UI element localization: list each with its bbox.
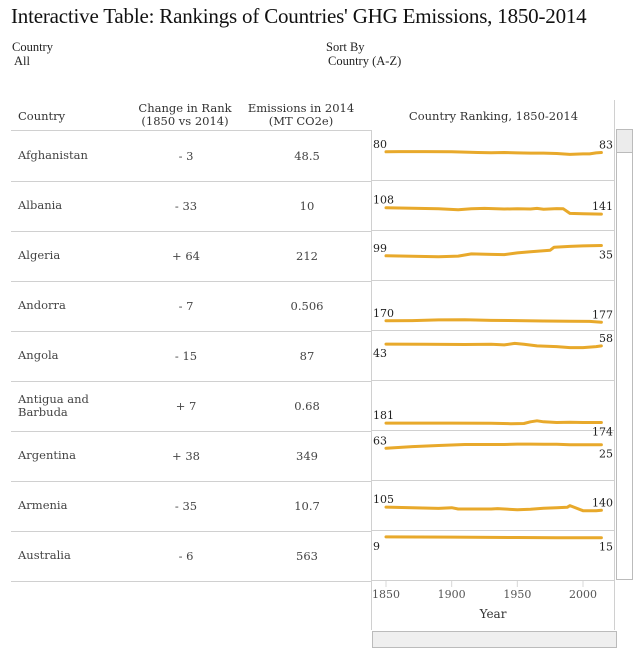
country-name: Armenia xyxy=(18,498,68,512)
header-change-line1: Change in Rank xyxy=(138,101,232,115)
country-name: Andorra xyxy=(18,298,66,312)
table-row[interactable]: Antigua and Barbuda + 7 0.68 xyxy=(11,381,371,432)
sparkline-argentina xyxy=(384,442,603,450)
chart-row-divider xyxy=(372,430,614,431)
sparkline-end-label: 35 xyxy=(599,249,613,262)
rank-change: + 64 xyxy=(172,249,200,263)
chart-row-divider xyxy=(372,230,614,231)
header-emissions: Emissions in 2014 (MT CO2e) xyxy=(246,102,356,128)
rank-change: - 6 xyxy=(178,549,194,563)
vertical-scrollbar-thumb[interactable] xyxy=(617,130,632,153)
x-tick-label: 1850 xyxy=(372,588,400,601)
sparkline-andorra xyxy=(384,318,603,324)
sparkline-algeria xyxy=(384,244,603,259)
sparkline-start-label: 80 xyxy=(373,138,387,151)
horizontal-scrollbar[interactable] xyxy=(372,631,617,648)
rank-change: - 33 xyxy=(174,199,198,213)
table-row[interactable]: Australia - 6 563 xyxy=(11,531,371,582)
x-tick-label: 1900 xyxy=(438,588,466,601)
sparkline-angola xyxy=(384,341,603,350)
table-row[interactable]: Angola - 15 87 xyxy=(11,331,371,382)
x-tick-label: 2000 xyxy=(569,588,597,601)
emissions-value: 10.7 xyxy=(294,499,320,513)
sparkline-start-label: 181 xyxy=(373,409,394,422)
header-emissions-line1: Emissions in 2014 xyxy=(247,101,355,115)
rank-change: - 3 xyxy=(178,149,194,163)
chart-left-border xyxy=(371,130,372,630)
header-country: Country xyxy=(18,109,66,123)
page-title: Interactive Table: Rankings of Countries… xyxy=(11,4,587,28)
emissions-value: 48.5 xyxy=(294,149,320,163)
table-row[interactable]: Andorra - 7 0.506 xyxy=(11,281,371,332)
country-name: Algeria xyxy=(18,248,61,262)
rank-change: + 7 xyxy=(175,399,197,413)
country-name: Albania xyxy=(18,198,63,212)
sparkline-start-label: 108 xyxy=(373,194,394,207)
sparkline-end-label: 25 xyxy=(599,448,613,461)
chart-row-divider xyxy=(372,480,614,481)
country-filter[interactable]: Country All xyxy=(12,40,53,68)
country-name: Argentina xyxy=(18,448,76,462)
table-row[interactable]: Argentina + 38 349 xyxy=(11,431,371,482)
rank-change: - 35 xyxy=(174,499,198,513)
rank-change: - 7 xyxy=(178,299,194,313)
header-change-line2: (1850 vs 2014) xyxy=(141,114,229,128)
sparkline-australia xyxy=(384,535,603,540)
header-emissions-line2: (MT CO2e) xyxy=(268,114,334,128)
chart-row-divider xyxy=(372,530,614,531)
emissions-value: 212 xyxy=(296,249,318,263)
header-divider xyxy=(11,130,371,131)
sparkline-albania xyxy=(384,206,603,216)
country-name: Australia xyxy=(18,548,71,562)
country-name: Angola xyxy=(18,348,59,362)
sort-by-value[interactable]: Country (A-Z) xyxy=(328,54,402,68)
table-row[interactable]: Algeria + 64 212 xyxy=(11,231,371,282)
chart-right-border xyxy=(614,100,615,630)
sparkline-armenia xyxy=(384,504,603,513)
emissions-value: 0.506 xyxy=(290,299,324,313)
sparkline-afghanistan xyxy=(384,150,603,156)
rank-change: + 38 xyxy=(172,449,200,463)
chart-row-divider xyxy=(372,330,614,331)
sparkline-end-label: 174 xyxy=(592,425,613,438)
emissions-value: 87 xyxy=(299,349,315,363)
chart-row-divider xyxy=(372,180,614,181)
emissions-value: 349 xyxy=(296,449,318,463)
chart-row-divider xyxy=(372,380,614,381)
sparkline-start-label: 63 xyxy=(373,434,387,447)
sparkline-end-label: 141 xyxy=(592,200,613,213)
sparkline-end-label: 140 xyxy=(592,496,613,509)
table-row[interactable]: Albania - 33 10 xyxy=(11,181,371,232)
header-ranking: Country Ranking, 1850-2014 xyxy=(408,109,579,123)
sparkline-end-label: 83 xyxy=(599,138,613,151)
sparkline-start-label: 170 xyxy=(373,307,394,320)
emissions-value: 10 xyxy=(299,199,315,213)
sparkline-start-label: 99 xyxy=(373,242,387,255)
table-row[interactable]: Armenia - 35 10.7 xyxy=(11,481,371,532)
sparkline-start-label: 105 xyxy=(373,493,394,506)
country-filter-value[interactable]: All xyxy=(14,54,30,68)
emissions-value: 0.68 xyxy=(294,399,320,413)
sparkline-end-label: 177 xyxy=(592,308,613,321)
vertical-scrollbar[interactable] xyxy=(616,129,633,580)
country-filter-label: Country xyxy=(12,40,53,54)
chart-row-divider xyxy=(372,580,614,581)
x-axis-label: Year xyxy=(479,607,507,621)
sort-by-filter[interactable]: Sort By Country (A-Z) xyxy=(326,40,401,68)
sparkline-end-label: 58 xyxy=(599,332,613,345)
sparkline-end-label: 15 xyxy=(599,541,613,554)
x-tick-label: 1950 xyxy=(503,588,531,601)
header-change: Change in Rank (1850 vs 2014) xyxy=(130,102,240,128)
rank-change: - 15 xyxy=(174,349,198,363)
sort-by-label: Sort By xyxy=(326,40,365,54)
sparkline-start-label: 43 xyxy=(373,347,387,360)
table-row[interactable]: Afghanistan - 3 48.5 xyxy=(11,131,371,182)
chart-row-divider xyxy=(372,280,614,281)
country-name: Afghanistan xyxy=(18,148,88,162)
sparkline-start-label: 9 xyxy=(373,540,380,553)
emissions-value: 563 xyxy=(296,549,318,563)
country-name: Antigua and Barbuda xyxy=(18,392,89,419)
sparkline-antigua-and-barbuda xyxy=(384,419,603,426)
